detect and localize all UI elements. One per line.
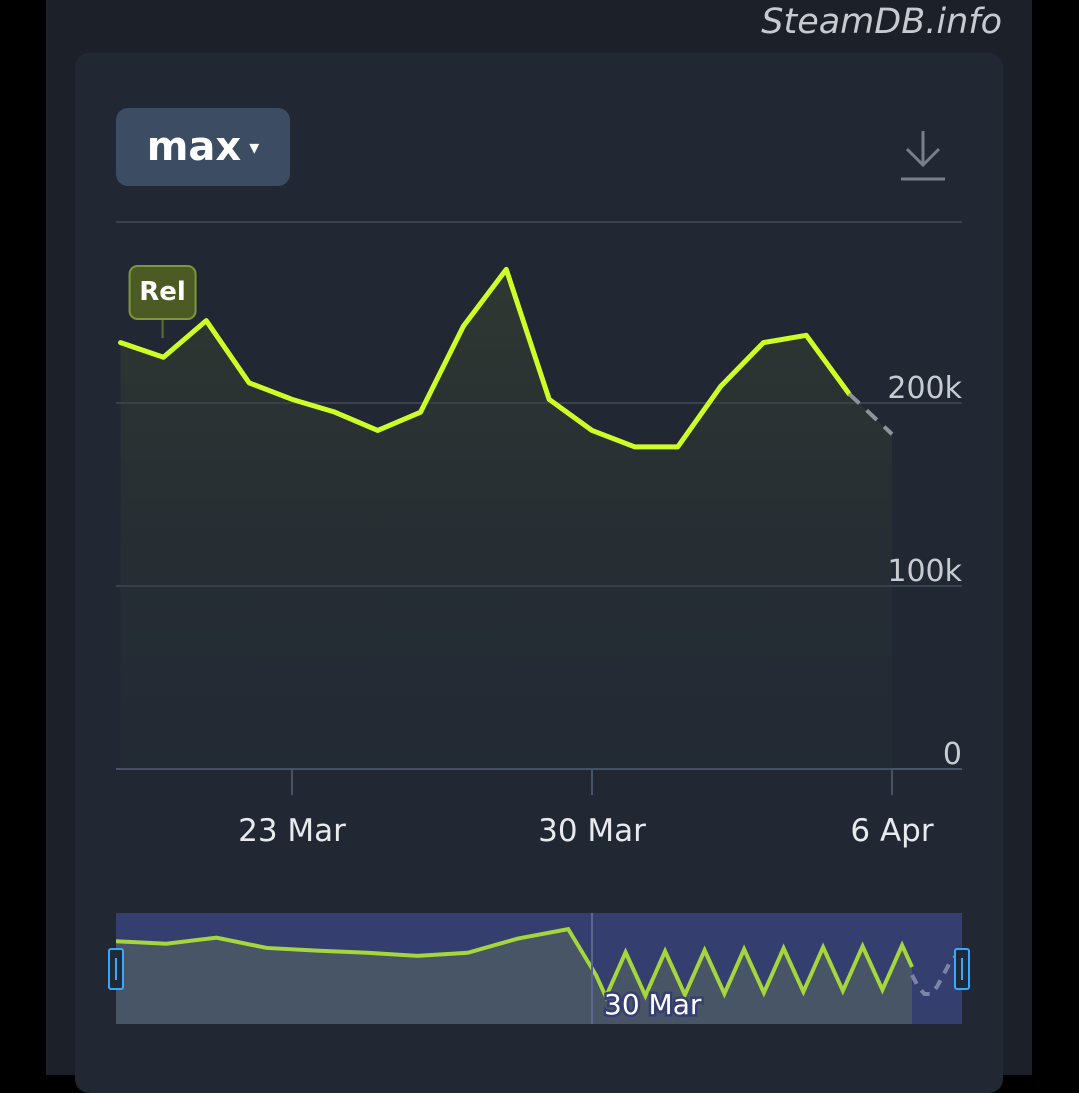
x-tick-label: 23 Mar (238, 813, 346, 849)
player-count-chart: 0 100k 200k 23 Mar 30 Mar 6 Apr Rel 30 Mar (46, 0, 1032, 1075)
navigator-label: 30 Mar (604, 988, 702, 1021)
x-tick-label: 30 Mar (538, 813, 646, 849)
y-tick-label: 0 (943, 737, 962, 772)
x-tick-label: 6 Apr (850, 813, 933, 849)
series-area (121, 269, 892, 769)
annotation-label: Rel (139, 277, 186, 307)
y-tick-label: 100k (887, 554, 962, 589)
y-tick-label: 200k (887, 371, 962, 406)
